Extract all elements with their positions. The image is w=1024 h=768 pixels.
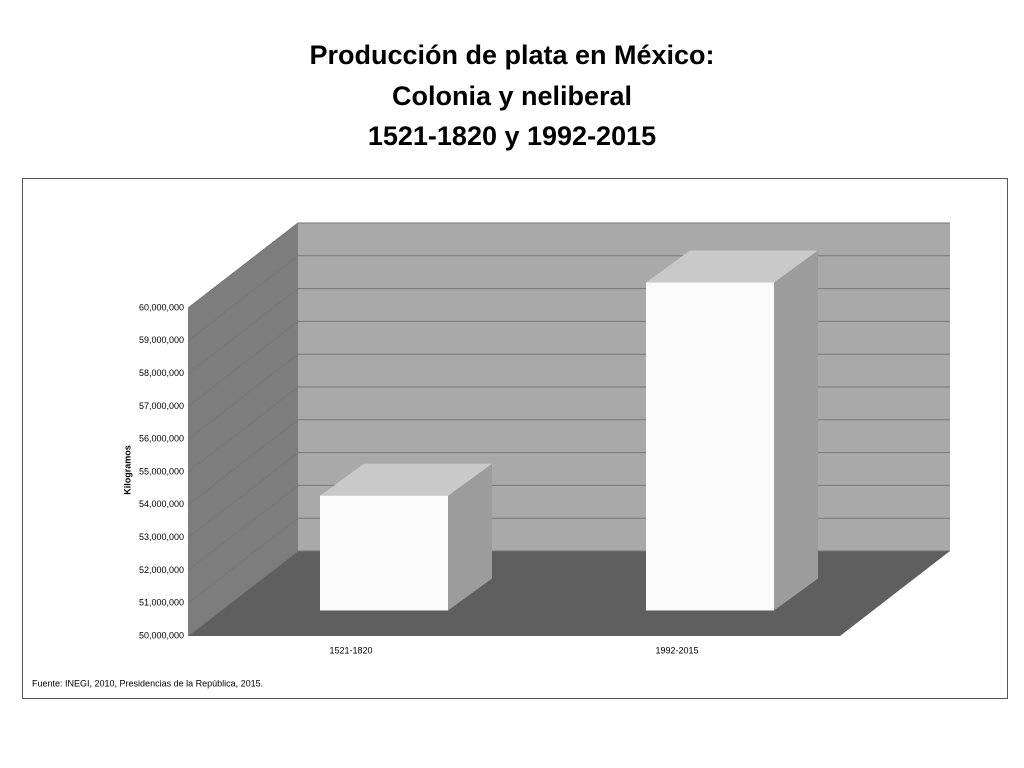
- y-tick-label: 52,000,000: [139, 565, 184, 575]
- chart-title: Colonia y neliberal: [392, 81, 632, 111]
- grid-line: [187, 222, 950, 309]
- x-tick-label: 1992-2015: [655, 645, 698, 655]
- bar-side: [774, 250, 818, 611]
- bar-top: [320, 463, 492, 496]
- chart-title: Producción de plata en México:: [309, 40, 714, 70]
- bar: [320, 495, 448, 611]
- y-tick-label: 57,000,000: [139, 401, 184, 411]
- y-tick-label: 53,000,000: [139, 532, 184, 542]
- y-tick-label: 56,000,000: [139, 434, 184, 444]
- y-tick-label: 60,000,000: [139, 302, 184, 312]
- plot: 50,000,000 51,000,000 52,000,000 53,000,000…: [139, 222, 950, 655]
- y-tick-label: 55,000,000: [139, 466, 184, 476]
- chart-title: 1521-1820 y 1992-2015: [368, 121, 656, 151]
- y-tick-label: 51,000,000: [139, 598, 184, 608]
- y-tick-label: 58,000,000: [139, 368, 184, 378]
- y-tick-label: 54,000,000: [139, 499, 184, 509]
- bar: [646, 282, 774, 611]
- y-axis-label: Kilogramos: [122, 445, 132, 495]
- source-note: Fuente: INEGI, 2010, Presidencias de la …: [32, 678, 263, 688]
- y-tick-label: 50,000,000: [139, 630, 184, 640]
- bar-side: [448, 463, 492, 611]
- y-tick-label: 59,000,000: [139, 335, 184, 345]
- bar-top: [646, 250, 818, 283]
- x-tick-label: 1521-1820: [329, 645, 372, 655]
- floor: [188, 551, 950, 636]
